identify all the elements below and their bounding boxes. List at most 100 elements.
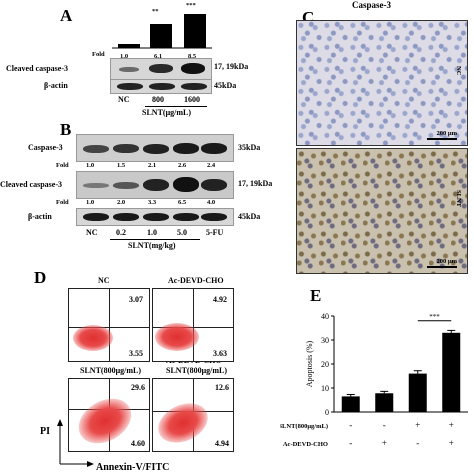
facs-plot-slnt: 29.6 4.60 (68, 378, 150, 452)
panel-b-letter: B (60, 120, 72, 139)
y-tick-label-1: 10 (321, 384, 329, 393)
facs-title-2: Ac-DEVD-CHO (168, 276, 224, 285)
facs-slnt-ur: 29.6 (131, 383, 145, 392)
fold-b1-1: 1.5 (117, 162, 126, 169)
ihc-side-nc: NC (455, 66, 462, 76)
size-b-actin: 45kDa (238, 212, 261, 221)
facs-axis-arrows (57, 419, 94, 467)
bar-1 (375, 393, 394, 412)
facs-title-3: SLNT(800μg/mL) (80, 366, 141, 375)
mini-sig-2: *** (186, 2, 196, 9)
row1-sign-2: + (415, 420, 420, 430)
mini-bar-nc (118, 44, 140, 48)
y-tick-label-3: 30 (321, 336, 329, 345)
row2-sign-0: - (349, 438, 352, 448)
blot-a-cleaved (110, 58, 212, 80)
blot-b-actin (76, 208, 234, 226)
row-b-cleaved: Cleaved caspase-3 (0, 180, 62, 189)
facs-acdevd-ur: 4.92 (213, 295, 227, 304)
row-a-cleaved: Cleaved caspase-3 (6, 64, 68, 73)
row-b-casp3: Caspase-3 (28, 143, 63, 152)
fold-b2-2: 3.3 (148, 199, 157, 206)
fold-a-2: 8.5 (188, 53, 197, 60)
facs-xlabel: Annexin-V/FITC (96, 462, 170, 473)
facs-slnt-lr: 4.60 (131, 439, 145, 448)
apoptosis-bar-chart: 0 10 20 30 40 Apoptosis (%) *** SLNT(800μg/mL) A… (280, 312, 468, 448)
lane-a-1: 800 (152, 95, 164, 104)
y-tick-label-0: 0 (325, 408, 329, 417)
group-line-b (110, 239, 200, 240)
fold-b1-0: 1.0 (86, 162, 95, 169)
bar-2 (408, 373, 427, 412)
ihc-title: Caspase-3 (352, 0, 392, 10)
size-b-casp3: 35kDa (238, 143, 261, 152)
size-a-cleaved: 17, 19kDa (214, 62, 249, 71)
row2-sign-2: - (416, 438, 419, 448)
bar-3 (442, 332, 461, 412)
y-axis-label: Apoptosis (%) (305, 340, 314, 387)
row1-sign-0: - (349, 420, 352, 430)
facs-acdevd-lr: 3.63 (213, 349, 227, 358)
sig-label: *** (429, 313, 440, 321)
panel-d-letter: D (34, 268, 47, 287)
row-label-slnt: SLNT(800μg/mL) (280, 423, 328, 430)
size-b-cleaved: 17, 19kDa (238, 179, 273, 188)
fold-label-a: Fold (92, 51, 105, 58)
group-a: SLNT(μg/mL) (142, 108, 191, 117)
bar-0 (341, 396, 360, 412)
fold-label-b1: Fold (56, 162, 69, 169)
lane-b-4: 5-FU (206, 228, 224, 237)
lane-b-0: NC (86, 228, 98, 237)
lane-b-2: 1.0 (147, 228, 157, 237)
facs-plot-combo: 12.6 4.94 (152, 378, 234, 452)
size-a-actin: 45kDa (214, 81, 237, 90)
fold-a-1: 6.1 (154, 53, 163, 60)
fold-b1-3: 2.6 (178, 162, 187, 169)
facs-nc-ur: 3.07 (129, 295, 143, 304)
blot-b-casp3 (76, 134, 234, 162)
row2-sign-3: + (449, 438, 454, 448)
ihc-image-nc: 200 μm (296, 20, 468, 146)
panel-a-letter: A (60, 6, 73, 25)
blot-a-actin (110, 79, 212, 94)
facs-plot-nc: 3.07 3.55 (68, 288, 150, 362)
facs-nc-lr: 3.55 (129, 349, 143, 358)
scale-bar-label-1: 200 μm (436, 130, 457, 137)
facs-plot-acdevd: 4.92 3.63 (152, 288, 234, 362)
y-tick-label-4: 40 (321, 312, 329, 321)
row-a-actin: β-actin (44, 81, 68, 90)
row1-sign-1: - (383, 420, 386, 430)
fold-b2-3: 6.5 (178, 199, 187, 206)
facs-title-4b: SLNT(800μg/mL) (166, 366, 227, 375)
lane-a-2: 1600 (184, 95, 200, 104)
facs-combo-ur: 12.6 (215, 383, 229, 392)
fold-b2-0: 1.0 (86, 199, 95, 206)
mini-bar-1600 (184, 14, 206, 48)
panel-a-mini-chart (112, 14, 212, 49)
facs-combo-lr: 4.94 (215, 439, 229, 448)
facs-ylabel: PI (40, 426, 50, 437)
scale-bar-1 (427, 138, 457, 140)
fold-label-b2: Fold (56, 199, 69, 206)
facs-title-1: NC (98, 276, 110, 285)
lane-b-1: 0.2 (116, 228, 126, 237)
group-b: SLNT(mg/kg) (128, 241, 176, 250)
fold-b1-2: 2.1 (148, 162, 157, 169)
panel-e-letter: E (310, 286, 322, 305)
row2-sign-1: + (382, 438, 387, 448)
group-line-a (145, 106, 207, 107)
fold-a-0: 1.0 (120, 53, 129, 60)
row1-sign-3: + (449, 420, 454, 430)
row-label-acdevd: Ac-DEVD-CHO (283, 441, 328, 448)
y-tick-label-2: 20 (321, 360, 329, 369)
blot-b-cleaved (76, 171, 234, 199)
fold-b2-1: 2.0 (117, 199, 126, 206)
lane-b-3: 5.0 (177, 228, 187, 237)
scale-bar-2 (427, 266, 457, 268)
fold-b2-4: 4.0 (207, 199, 216, 206)
mini-bar-800 (150, 24, 172, 48)
lane-a-0: NC (118, 95, 130, 104)
mini-sig-1: ** (152, 8, 159, 15)
row-b-actin: β-actin (28, 212, 52, 221)
fold-b1-4: 2.4 (207, 162, 216, 169)
